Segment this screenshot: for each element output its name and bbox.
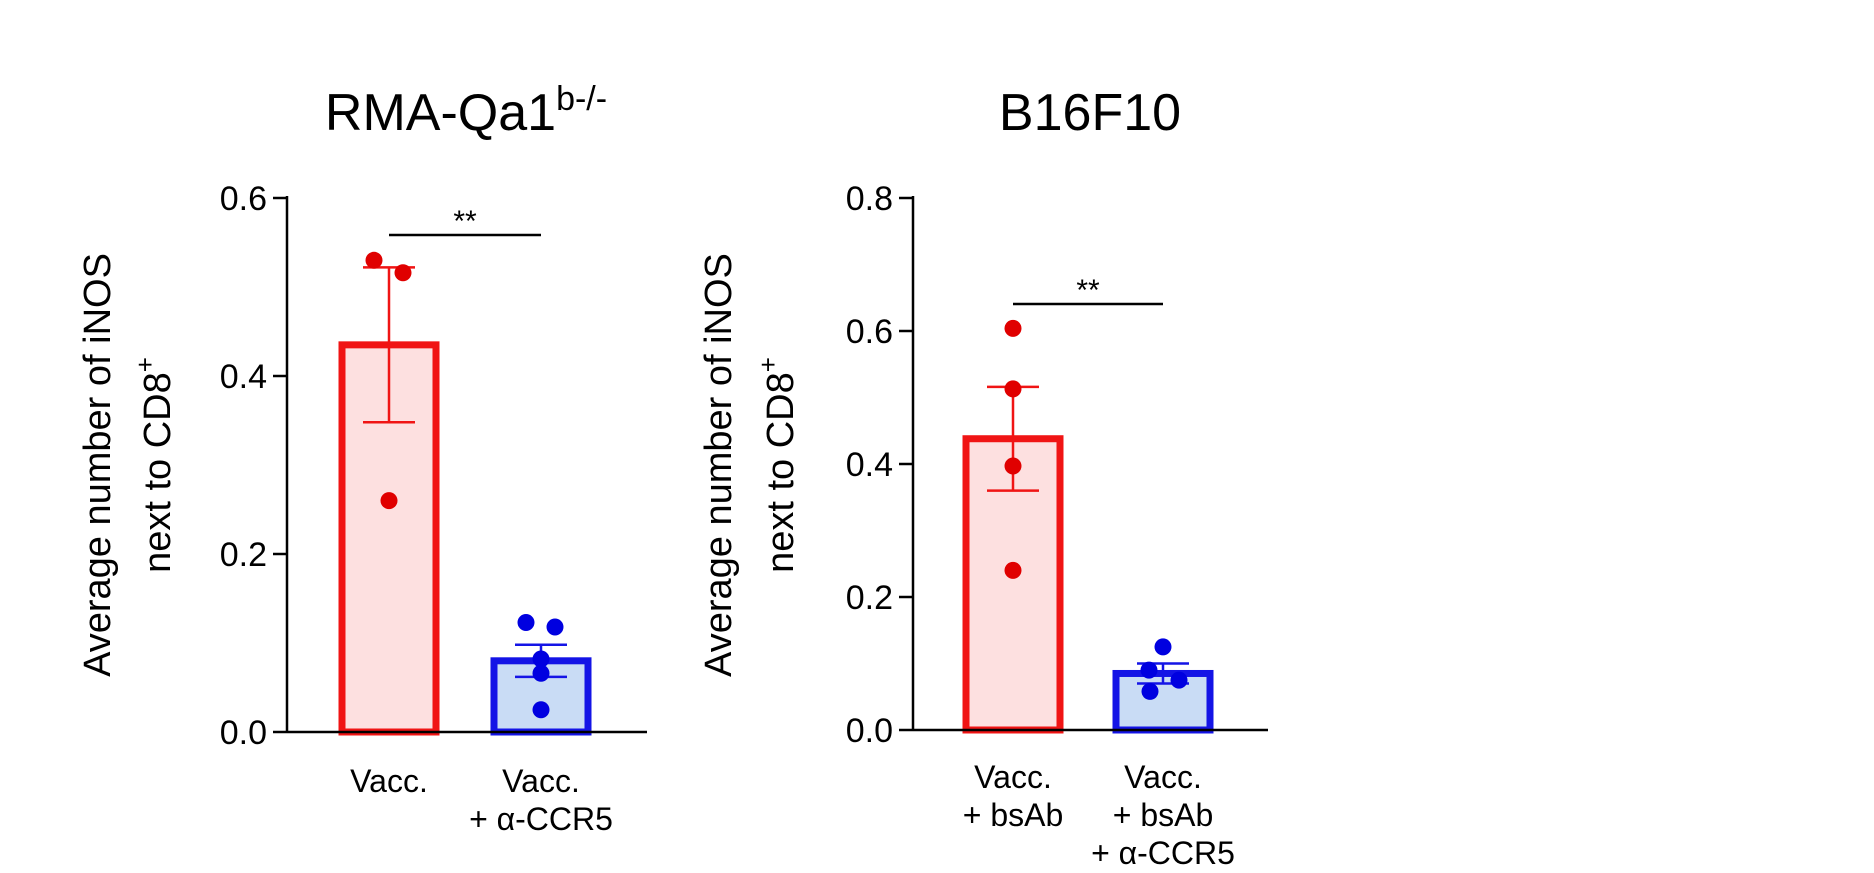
- y-tick-label-3: 0.6: [220, 180, 267, 218]
- chart-title-text: B16F10: [999, 84, 1181, 142]
- y-axis-label-line2-text: next to CD8: [760, 372, 802, 573]
- data-point-0-0: [1004, 319, 1022, 337]
- data-point-0-3: [1004, 561, 1022, 579]
- data-point-0-2: [380, 492, 398, 510]
- data-point-0-0: [365, 251, 383, 269]
- y-axis-label-line2: next to CD8+: [753, 357, 802, 573]
- y-tick-label-0: 0.0: [220, 714, 267, 752]
- data-point-1-3: [1141, 682, 1159, 700]
- y-axis-label-line1: Average number of iNOS: [698, 253, 740, 677]
- chart-title: RMA-Qa1b-/-: [325, 80, 607, 142]
- category-label-1-2: + α-CCR5: [1091, 835, 1235, 871]
- panel-rma-qa1: RMA-Qa1b-/- Average number of iNOS next to…: [77, 80, 647, 837]
- data-point-1-2: [1170, 671, 1188, 689]
- category-label-1-1: + α-CCR5: [469, 801, 613, 837]
- y-axis-label-line2: next to CD8+: [130, 357, 179, 573]
- y-tick-label-2: 0.4: [220, 358, 267, 396]
- y-tick-label-1: 0.2: [220, 536, 267, 574]
- data-point-1-1: [1140, 661, 1158, 679]
- category-label-0-0: Vacc.: [974, 759, 1052, 795]
- category-label-0-0: Vacc.: [350, 763, 428, 799]
- data-point-1-2: [532, 650, 550, 668]
- y-axis-label-superscript: +: [753, 357, 783, 372]
- y-tick-label-1: 0.2: [846, 579, 893, 617]
- data-point-1-0: [517, 614, 535, 632]
- data-point-0-1: [394, 264, 412, 282]
- y-tick-label-2: 0.4: [846, 446, 893, 484]
- category-label-0-1: + bsAb: [963, 797, 1064, 833]
- chart-title-superscript: b-/-: [556, 80, 607, 118]
- data-point-1-0: [1154, 638, 1172, 656]
- y-axis-label-superscript: +: [130, 357, 160, 372]
- data-point-1-3: [532, 664, 550, 682]
- chart-title-text: RMA-Qa1: [325, 84, 556, 142]
- chart-title: B16F10: [999, 84, 1181, 142]
- y-tick-label-0: 0.0: [846, 712, 893, 750]
- data-point-1-4: [532, 701, 550, 719]
- y-tick-label-4: 0.8: [846, 180, 893, 218]
- significance-marker: **: [1076, 274, 1100, 307]
- data-point-0-2: [1004, 457, 1022, 475]
- significance-marker: **: [453, 205, 477, 238]
- data-point-0-1: [1004, 380, 1022, 398]
- data-point-1-1: [546, 618, 564, 636]
- y-axis-label-line1: Average number of iNOS: [77, 253, 119, 677]
- y-axis-label-line2-text: next to CD8: [137, 372, 179, 573]
- category-label-1-0: Vacc.: [1124, 759, 1202, 795]
- category-label-1-1: + bsAb: [1113, 797, 1214, 833]
- category-label-1-0: Vacc.: [502, 763, 580, 799]
- y-tick-label-3: 0.6: [846, 313, 893, 351]
